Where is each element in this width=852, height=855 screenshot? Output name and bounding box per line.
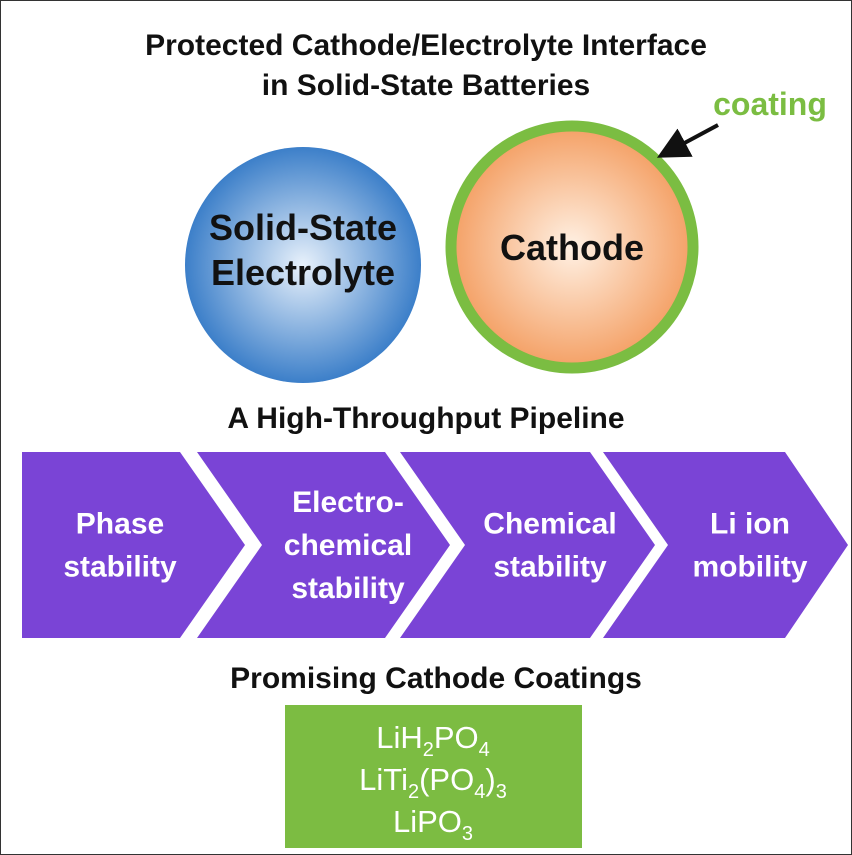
electrolyte-label: Electrolyte xyxy=(211,252,395,293)
formula: LiPO3 xyxy=(393,804,473,845)
formula-part: ) xyxy=(485,762,495,797)
formula-part: LiTi xyxy=(359,762,408,797)
electrolyte-label: Solid-State xyxy=(209,207,397,248)
step-label: stability xyxy=(291,572,405,605)
arrow xyxy=(656,123,719,158)
title-line: in Solid-State Batteries xyxy=(262,69,590,102)
chevron xyxy=(603,452,848,638)
formula: LiH2PO4 xyxy=(376,720,490,761)
step-label: Electro- xyxy=(292,486,404,519)
formula-part: LiPO xyxy=(393,804,462,839)
subscript: 2 xyxy=(423,739,434,761)
cathode-label: Cathode xyxy=(500,227,644,268)
subscript: 4 xyxy=(474,781,485,803)
coating-label: coating xyxy=(713,86,827,122)
cathode-particle xyxy=(445,120,699,374)
title-line: Protected Cathode/Electrolyte Interface xyxy=(145,29,707,62)
subscript: 3 xyxy=(496,781,507,803)
step-label: stability xyxy=(493,551,607,584)
chevron xyxy=(197,452,450,638)
step-label: chemical xyxy=(284,529,412,562)
step-label: Phase xyxy=(76,508,164,541)
pipeline-title: A High-Throughput Pipeline xyxy=(227,402,624,435)
chevron xyxy=(400,452,655,638)
chevron xyxy=(22,452,245,638)
coatings-title: Promising Cathode Coatings xyxy=(230,662,642,695)
steps: Phase stability Electro-chemical stability C… xyxy=(63,486,808,605)
subscript: 4 xyxy=(479,739,490,761)
formula: LiTi2(PO4)3 xyxy=(359,762,507,803)
formula-part: (PO xyxy=(419,762,474,797)
step-label: Li ion xyxy=(710,508,790,541)
subscript: 3 xyxy=(462,823,473,845)
coatings-box xyxy=(285,705,582,848)
electrolyte-particle xyxy=(185,147,421,383)
chevrons xyxy=(22,452,848,638)
step-label: Chemical xyxy=(483,508,616,541)
formula-part: PO xyxy=(434,720,479,755)
subscript: 2 xyxy=(408,781,419,803)
step-label: stability xyxy=(63,551,177,584)
step-label: mobility xyxy=(692,551,807,584)
formula-part: LiH xyxy=(376,720,423,755)
